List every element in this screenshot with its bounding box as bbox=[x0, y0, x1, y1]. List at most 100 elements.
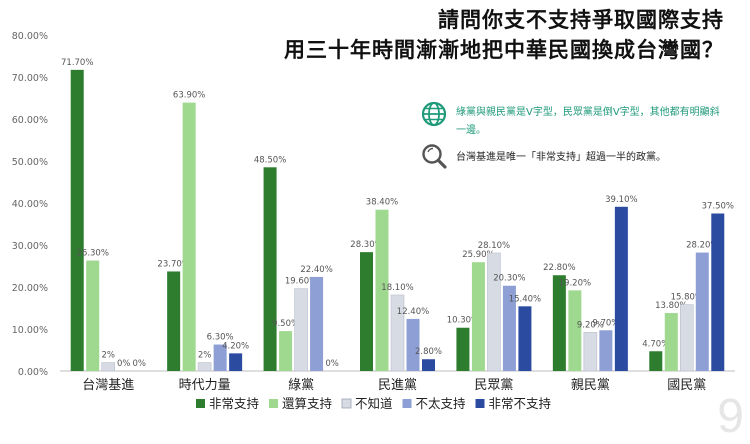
data-label: 20.30% bbox=[493, 274, 525, 284]
data-label: 63.90% bbox=[173, 91, 205, 101]
data-label: 0% bbox=[117, 359, 131, 369]
bar bbox=[86, 260, 100, 371]
data-label: 4.70% bbox=[642, 339, 669, 349]
data-label: 9.20% bbox=[577, 320, 604, 330]
y-tick-label: 70.00% bbox=[12, 73, 48, 84]
bar bbox=[101, 362, 116, 372]
legend-entry: 不知道 bbox=[355, 396, 393, 411]
bar bbox=[711, 213, 725, 371]
data-label: 19.60% bbox=[285, 277, 317, 287]
bar bbox=[375, 209, 389, 371]
bar bbox=[695, 252, 709, 371]
data-label: 12.40% bbox=[397, 307, 429, 317]
bar bbox=[422, 359, 435, 371]
chart-title-line1: 請問你支不支持爭取國際支持 bbox=[438, 8, 724, 32]
data-label: 0% bbox=[132, 359, 146, 369]
y-tick-label: 50.00% bbox=[12, 157, 48, 168]
bar bbox=[294, 288, 308, 372]
data-label: 28.20% bbox=[686, 241, 718, 251]
bar bbox=[502, 285, 516, 371]
bar bbox=[229, 353, 243, 371]
y-tick-label: 60.00% bbox=[12, 115, 48, 126]
bar bbox=[487, 252, 501, 372]
data-label: 38.40% bbox=[366, 198, 398, 208]
bar bbox=[310, 276, 324, 371]
legend-entry: 非常不支持 bbox=[489, 396, 552, 411]
bar bbox=[182, 102, 196, 372]
data-label: 0% bbox=[325, 359, 339, 369]
bar bbox=[518, 306, 532, 371]
x-tick-label: 民進黨 bbox=[378, 378, 417, 393]
y-tick-label: 20.00% bbox=[12, 283, 48, 294]
legend-swatch bbox=[341, 398, 352, 409]
bar bbox=[406, 318, 420, 371]
note-text-only-party: 台灣基進是唯一「非常支持」超過一半的政黨。 bbox=[456, 152, 666, 163]
bar bbox=[679, 304, 694, 372]
bar bbox=[360, 252, 373, 371]
data-label: 19.20% bbox=[559, 278, 591, 288]
chart-slide: 請問你支不支持爭取國際支持 用三十年時間漸漸地把中華民國換成台灣國？ 0.00%… bbox=[12, 8, 744, 443]
legend-swatch bbox=[269, 399, 278, 408]
data-label: 71.70% bbox=[61, 58, 93, 68]
x-tick-label: 親民黨 bbox=[571, 378, 610, 393]
bar bbox=[552, 275, 566, 371]
data-label: 26.30% bbox=[77, 249, 109, 259]
bar bbox=[664, 313, 678, 371]
y-tick-label: 30.00% bbox=[12, 241, 48, 252]
x-tick-label: 國民黨 bbox=[667, 378, 706, 393]
data-label: 28.10% bbox=[478, 241, 510, 251]
bar bbox=[70, 69, 84, 372]
bar bbox=[599, 330, 613, 371]
data-label: 37.50% bbox=[702, 202, 734, 212]
legend-entry: 還算支持 bbox=[282, 396, 332, 411]
bar bbox=[167, 271, 181, 371]
x-tick-label: 綠黨 bbox=[288, 378, 314, 393]
bar bbox=[614, 206, 628, 371]
data-label: 2% bbox=[198, 351, 212, 361]
bar bbox=[471, 262, 485, 371]
bar-chart: 0.00% 10.00% 20.00% 30.00% 40.00% 50.00% 60.00… bbox=[12, 31, 735, 411]
x-tick-label: 台灣基進 bbox=[82, 378, 134, 393]
data-label: 2.80% bbox=[415, 347, 442, 357]
data-label: 28.30% bbox=[350, 240, 382, 250]
data-label: 2% bbox=[101, 351, 115, 361]
data-label: 22.40% bbox=[300, 265, 332, 275]
data-label: 10.30% bbox=[447, 316, 479, 326]
legend-entry: 非常支持 bbox=[209, 396, 259, 411]
y-tick-label: 40.00% bbox=[12, 199, 48, 210]
bar bbox=[197, 362, 212, 372]
data-label: 15.40% bbox=[509, 294, 541, 304]
data-label: 18.10% bbox=[381, 283, 413, 293]
note-text-v-shape: 綠黨與親民黨是V字型，民眾黨是倒V字型，其他都有明顯斜一邊。 bbox=[456, 107, 720, 136]
data-label: 13.80% bbox=[655, 301, 687, 311]
data-label: 9.70% bbox=[592, 318, 619, 328]
x-tick-label: 時代力量 bbox=[179, 378, 231, 393]
bar bbox=[390, 294, 405, 372]
bar bbox=[568, 290, 582, 371]
y-tick-label: 0.00% bbox=[18, 367, 48, 378]
data-label: 9.50% bbox=[272, 319, 299, 329]
data-label: 25.90% bbox=[462, 250, 494, 260]
page-number: 9 bbox=[717, 390, 744, 443]
data-label: 6.30% bbox=[207, 333, 234, 343]
bar bbox=[649, 351, 663, 371]
bar bbox=[456, 327, 470, 371]
legend-swatch bbox=[402, 399, 412, 408]
y-tick-label: 80.00% bbox=[12, 31, 48, 42]
data-label: 23.70% bbox=[157, 259, 189, 269]
data-label: 39.10% bbox=[605, 195, 637, 205]
chart-title-line2: 用三十年時間漸漸地把中華民國換成台灣國？ bbox=[284, 38, 724, 62]
bar bbox=[263, 167, 277, 371]
y-tick-label: 10.00% bbox=[12, 325, 48, 336]
search-icon bbox=[422, 144, 447, 169]
data-label: 15.80% bbox=[671, 293, 703, 303]
bar bbox=[213, 344, 227, 371]
data-label: 22.80% bbox=[543, 263, 575, 273]
globe-icon bbox=[421, 101, 447, 127]
bar bbox=[279, 331, 293, 371]
x-tick-label: 民眾黨 bbox=[474, 378, 513, 393]
legend-entry: 不太支持 bbox=[416, 396, 466, 411]
bar bbox=[583, 332, 598, 372]
data-label: 48.50% bbox=[254, 155, 286, 165]
legend-swatch bbox=[475, 399, 485, 408]
